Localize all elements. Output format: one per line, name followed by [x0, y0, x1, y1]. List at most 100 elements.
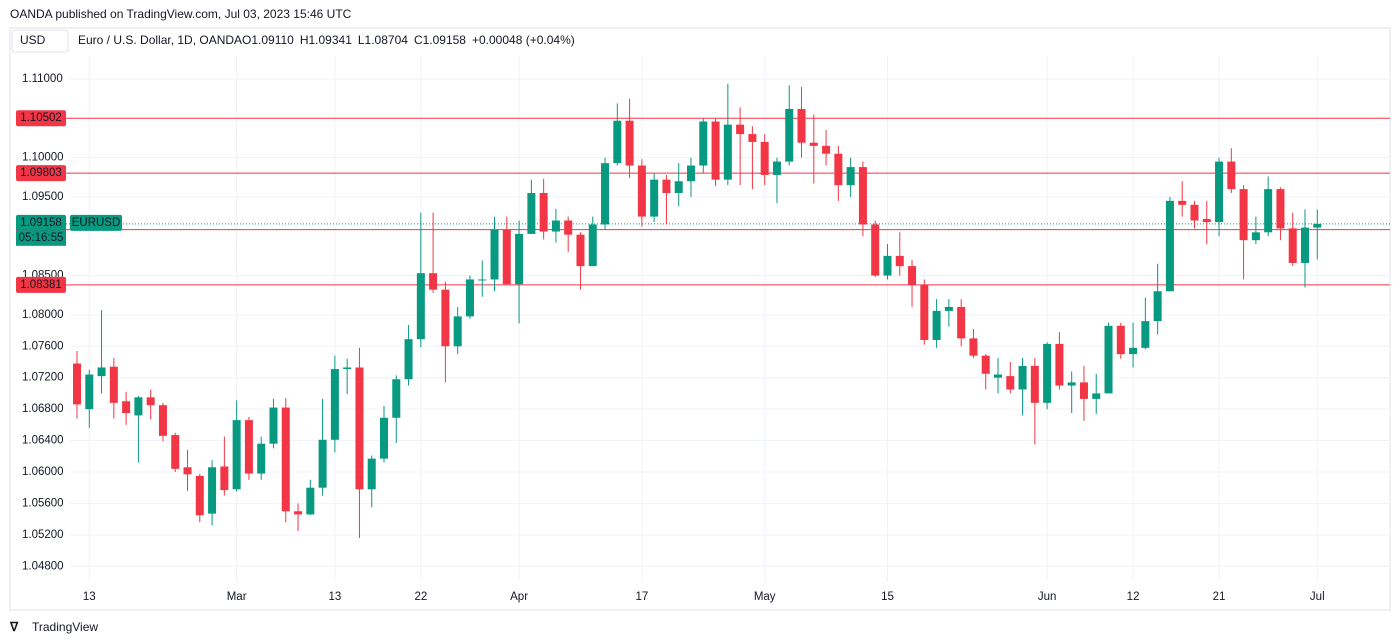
candle-body	[576, 234, 585, 267]
candle-body	[171, 435, 180, 469]
candle-body	[429, 273, 438, 290]
level-label-box	[16, 165, 66, 182]
candle-body	[920, 284, 929, 340]
candle-body	[1079, 382, 1088, 399]
candle-body	[478, 279, 487, 281]
candle-body	[748, 134, 757, 142]
symbol-label: EURUSD	[72, 217, 121, 229]
candle-body	[1104, 325, 1113, 394]
candle-body	[625, 120, 634, 166]
source: OANDA published on TradingView.com, Jul …	[10, 7, 352, 21]
x-tick-label: 13	[83, 591, 96, 603]
level-label: 1.10502	[20, 112, 62, 124]
countdown-box	[16, 230, 66, 246]
candles	[73, 83, 1322, 538]
y-tick-label: 1.10000	[22, 152, 64, 164]
y-tick-label: 1.08000	[22, 309, 64, 321]
candle-body	[122, 401, 131, 414]
candle-body	[134, 397, 143, 416]
y-tick-label: 1.05200	[22, 529, 64, 541]
candle-body	[809, 142, 818, 146]
frame	[9, 27, 1391, 611]
candle-body	[1178, 200, 1187, 205]
candle-body	[957, 306, 966, 339]
countdown-label: 05:16:55	[19, 232, 64, 244]
ohlc-value: H1.09341	[300, 33, 352, 47]
candle-body	[551, 220, 560, 232]
candle-body	[1141, 321, 1150, 348]
candle-body	[269, 407, 278, 444]
candle-body	[662, 179, 671, 194]
ohlc-value: C1.09158	[414, 33, 466, 47]
brand-logo: ᐁ	[9, 620, 19, 634]
candle-body	[588, 224, 597, 267]
candle-body	[1129, 347, 1138, 355]
candle-body	[1264, 189, 1273, 233]
y-tick-label: 1.07600	[22, 340, 64, 352]
x-tick-label: Apr	[510, 591, 528, 603]
x-tick-label: 12	[1127, 591, 1140, 603]
candle-body	[281, 407, 290, 512]
brand: TradingView	[32, 620, 98, 634]
ohlc-value: O1.09110	[242, 33, 294, 47]
x-tick-label: May	[754, 591, 776, 603]
candle-body	[674, 181, 683, 194]
currency-box[interactable]	[11, 29, 69, 53]
level-label: 1.09803	[20, 167, 62, 179]
candle-body	[797, 108, 806, 143]
candle-body	[1006, 376, 1015, 390]
chart-title: Euro / U.S. Dollar, 1D, OANDA	[78, 33, 242, 47]
candle-body	[969, 338, 978, 356]
candle-body	[109, 366, 118, 403]
candle-body	[1227, 161, 1236, 190]
candle-body	[711, 121, 720, 180]
candle-body	[650, 179, 659, 217]
x-tick-label: Jun	[1038, 591, 1057, 603]
candle-body	[343, 367, 352, 370]
candle-body	[1067, 382, 1076, 386]
candle-body	[1239, 189, 1248, 241]
candle-body	[994, 374, 1002, 378]
candle-body	[601, 163, 610, 225]
candle-body	[981, 355, 990, 374]
candle-body	[1153, 291, 1162, 322]
candle-body	[858, 167, 867, 225]
currency: USD	[20, 33, 46, 47]
candle-body	[1288, 228, 1297, 263]
candle-body	[380, 417, 388, 459]
candle-body	[73, 363, 81, 405]
candle-body	[146, 397, 155, 406]
candle-body	[330, 369, 339, 440]
x-tick-label: 22	[414, 591, 427, 603]
candle-body	[1313, 223, 1322, 228]
candle-body	[1202, 218, 1211, 223]
candle-body	[613, 120, 622, 164]
labels: 1.105021.098031.090841.083811.09158EURUS…	[16, 110, 122, 293]
ohlc-header: O1.09110 H1.09341 L1.08704 C1.09158 +0.00048…	[242, 33, 575, 47]
candle-body	[564, 220, 573, 235]
ohlc-value: +0.00048 (+0.04%)	[472, 33, 575, 47]
symbol-box	[70, 214, 122, 231]
candle-body	[1190, 204, 1199, 221]
candle-body	[785, 108, 794, 162]
level-label-box	[16, 110, 66, 127]
candle-body	[515, 233, 524, 285]
candle-body	[637, 165, 646, 217]
candle-body	[1215, 161, 1224, 223]
candle-body	[908, 266, 917, 285]
candle-body	[834, 153, 843, 186]
candle-body	[1043, 343, 1052, 403]
y-tick-label: 1.06800	[22, 403, 64, 415]
candle-body	[772, 161, 781, 175]
candle-body	[1251, 232, 1260, 241]
candle-body	[1092, 393, 1101, 399]
candle-body	[736, 124, 745, 135]
candle-body	[404, 339, 413, 380]
candle-body	[306, 487, 315, 515]
last-price-label: 1.09158	[20, 217, 62, 229]
candle-body	[441, 289, 450, 347]
candle-body	[257, 443, 266, 474]
candle-body	[1030, 365, 1039, 403]
